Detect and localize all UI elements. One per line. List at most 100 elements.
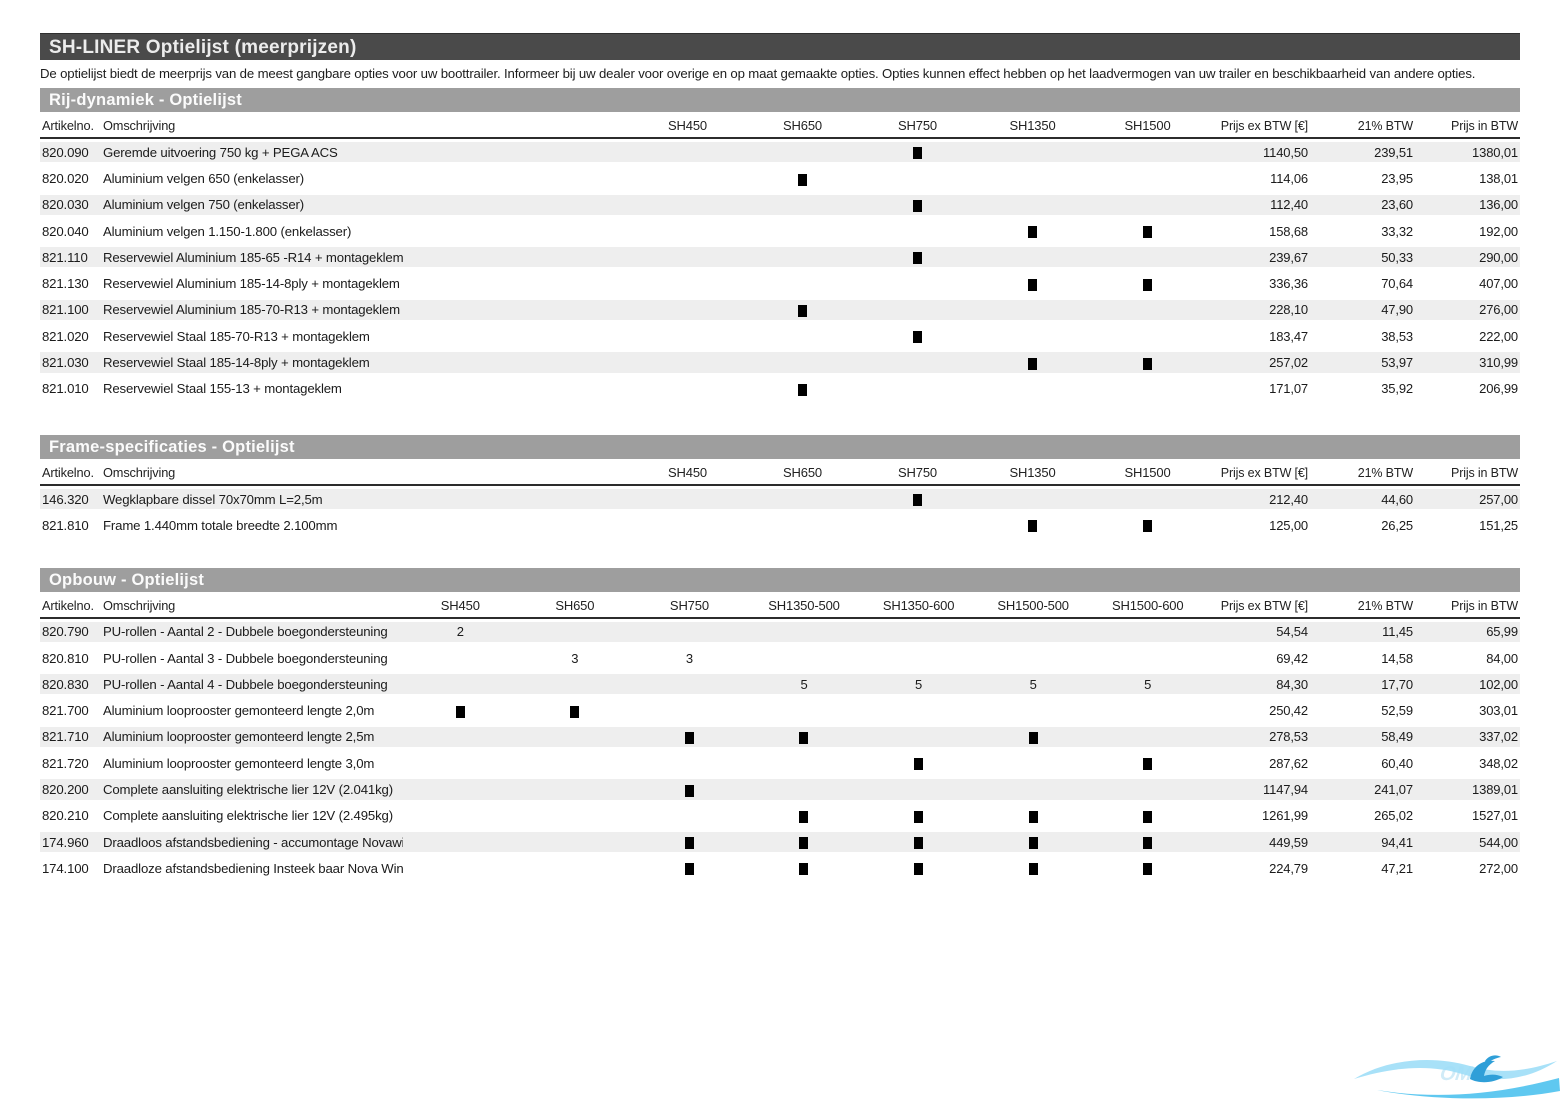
artikelno-cell: 821.030 [42,355,89,371]
artikelno-cell: 821.100 [42,302,89,318]
option-available-mark [799,837,809,850]
price-cell: 17,70 [1381,676,1413,692]
col-header-model: SH1350 [1009,118,1056,133]
table-row: 821.110 Reservewiel Aluminium 185-65 -R14… [40,244,1520,271]
model-cell [861,808,976,823]
table-row: 820.810 PU-rollen - Aantal 3 - Dubbele bo… [40,644,1520,672]
model-cell: 2 [456,624,464,640]
omschrijving-cell: Wegklapbare dissel 70x70mm L=2,5m [103,491,323,507]
price-cell: 192,00 [1479,223,1518,239]
omschrijving-cell: Reservewiel Aluminium 185-14-8ply + mont… [103,276,400,292]
col-header-model: SH750 [898,118,937,133]
omschrijving-cell: Reservewiel Aluminium 185-70-R13 + monta… [103,302,400,318]
table-row: 821.810 Frame 1.440mm totale breedte 2.10… [40,512,1520,539]
omschrijving-cell: Complete aansluiting elektrische lier 12… [103,781,393,797]
omschrijving-cell: Complete aansluiting elektrische lier 12… [103,808,393,824]
model-cell [518,703,633,718]
table-rows: 820.090 Geremde uitvoering 750 kg + PEGA … [40,139,1520,402]
artikelno-cell: 820.030 [42,197,89,213]
price-cell: 47,90 [1381,302,1413,318]
omschrijving-cell: Geremde uitvoering 750 kg + PEGA ACS [103,144,338,160]
model-cell [861,756,976,771]
option-available-mark [799,863,809,876]
section-title: Frame-specificaties - Optielijst [49,437,295,456]
price-cell: 183,47 [1269,328,1308,344]
option-available-mark [1028,357,1037,370]
option-available-mark [913,331,922,344]
model-cell [860,492,975,507]
model-cell [860,250,975,265]
option-available-mark [1028,226,1037,239]
option-available-mark [1143,520,1152,533]
col-header-price: Prijs ex BTW [€] [1220,465,1308,480]
omschrijving-cell: Aluminium looprooster gemonteerd lengte … [103,729,375,745]
price-cell: 102,00 [1479,676,1518,692]
option-available-mark [1143,837,1153,850]
option-available-mark [455,705,465,718]
table-row: 146.320 Wegklapbare dissel 70x70mm L=2,5m… [40,485,1520,513]
page-title: SH-LINER Optielijst (meerprijzen) [49,37,357,58]
col-header-model: SH650 [783,464,822,480]
model-cell [861,861,976,876]
price-cell: 250,42 [1269,703,1308,719]
model-cell [1090,861,1205,876]
model-cell: 5 [1029,676,1037,692]
artikelno-cell: 821.700 [42,703,89,719]
price-cell: 94,41 [1381,834,1413,850]
document-title-bar: SH-LINER Optielijst (meerprijzen) [40,33,1520,60]
artikelno-cell: 820.090 [42,144,89,160]
price-cell: 241,07 [1374,781,1413,797]
col-header-price: Prijs ex BTW [€] [1220,598,1308,613]
price-cell: 1261,99 [1262,808,1308,824]
table-column-headers: Artikelno. Omschrijving SH450 SH650 SH750 SH1… [40,112,1520,139]
option-available-mark [913,199,922,212]
artikelno-cell: 821.010 [42,381,89,397]
price-cell: 14,58 [1381,650,1413,666]
price-cell: 272,00 [1479,860,1518,876]
price-cell: 348,02 [1479,755,1518,771]
omschrijving-cell: Draadloze afstandsbediening Insteek baar… [103,860,403,876]
price-cell: 23,60 [1381,197,1413,213]
option-available-mark [799,731,809,744]
price-cell: 544,00 [1479,834,1518,850]
section-title: Rij-dynamiek - Optielijst [49,91,242,109]
omschrijving-cell: Aluminium velgen 750 (enkelasser) [103,197,305,213]
price-cell: 23,95 [1381,170,1413,186]
model-cell: 5 [1144,676,1152,692]
table-row: 820.200 Complete aansluiting elektrische … [40,776,1520,803]
model-cell: 3 [571,650,579,666]
model-cell [1090,756,1205,771]
option-available-mark [913,252,922,265]
price-cell: 26,25 [1381,517,1413,533]
omschrijving-cell: Aluminium looprooster gemonteerd lengte … [103,755,375,771]
artikelno-cell: 820.790 [42,624,89,640]
col-header-artikelno: Artikelno. [42,464,94,480]
price-cell: 47,21 [1381,860,1413,876]
model-cell: 5 [915,676,923,692]
option-available-mark [1028,731,1038,744]
model-cell [860,197,975,212]
model-cell [745,381,860,396]
table-row: 821.010 Reservewiel Staal 155-13 + montag… [40,375,1520,402]
model-cell [976,835,1091,850]
col-header-artikelno: Artikelno. [42,597,94,613]
price-cell: 114,06 [1270,170,1308,186]
model-cell [976,861,1091,876]
option-available-mark [1143,810,1153,823]
option-available-mark [1143,226,1152,239]
table-column-headers: Artikelno. Omschrijving SH450 SH650 SH750 SH1… [40,592,1520,619]
model-cell [632,782,747,797]
col-header-model: SH1500 [1124,118,1171,133]
option-available-mark [799,810,809,823]
price-cell: 44,60 [1381,491,1413,507]
col-header-model: SH650 [783,118,822,133]
model-cell [1090,835,1205,850]
model-cell [976,729,1091,744]
col-header-omschrijving: Omschrijving [103,597,176,613]
price-cell: 69,42 [1276,650,1308,666]
price-cell: 65,99 [1486,624,1518,640]
price-cell: 38,53 [1381,328,1413,344]
table-row: 820.020 Aluminium velgen 650 (enkelasser)… [40,165,1520,192]
col-header-model: SH450 [668,464,707,480]
omschrijving-cell: Reservewiel Staal 185-70-R13 + montagekl… [103,328,370,344]
